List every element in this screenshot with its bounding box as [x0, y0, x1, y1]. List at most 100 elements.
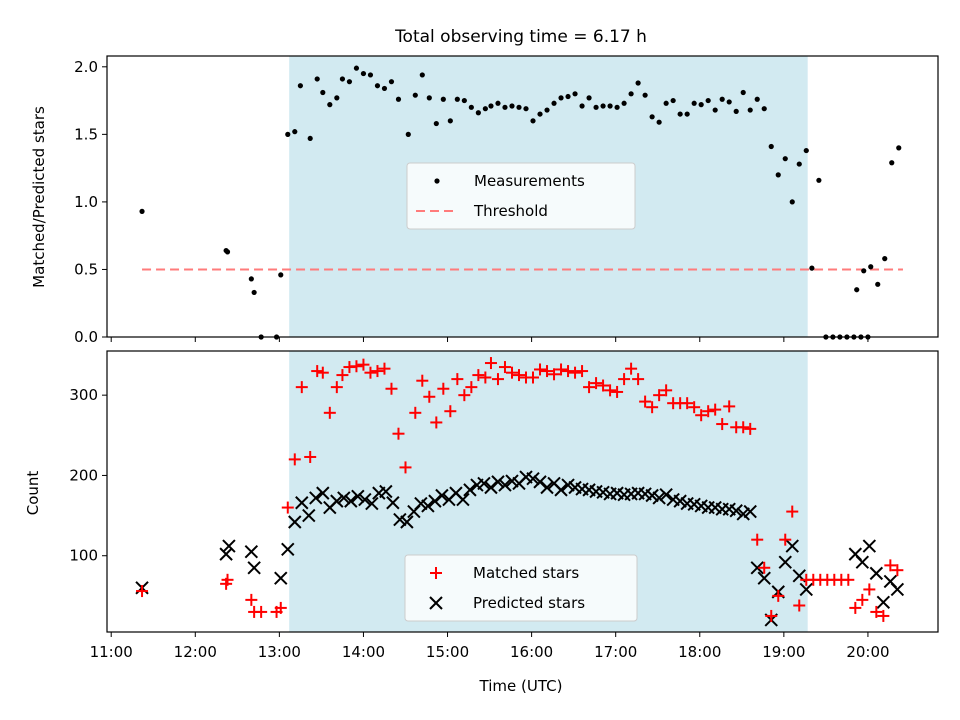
matched-star-point — [793, 599, 806, 612]
measurement-point — [614, 104, 620, 110]
measurement-point — [698, 102, 704, 108]
predicted-star-point — [247, 561, 261, 575]
predicted-star-point — [659, 488, 673, 502]
predicted-star-point — [309, 491, 323, 505]
matched-star-point — [534, 363, 547, 376]
measurement-point — [579, 103, 585, 109]
matched-star-point — [891, 564, 904, 577]
matched-star-point — [255, 605, 268, 618]
predicted-star-point — [316, 486, 330, 500]
measurement-point — [475, 110, 481, 116]
measurement-point — [307, 135, 313, 142]
measurement-point — [502, 104, 508, 110]
predicted-star-point — [222, 539, 236, 553]
measurement-point — [875, 281, 881, 287]
measurement-point — [754, 96, 760, 102]
measurement-point — [334, 95, 340, 101]
y-tick-label: 1.0 — [74, 193, 98, 211]
measurement-point — [740, 89, 746, 96]
matched-star-point — [423, 390, 436, 403]
measurement-point — [461, 97, 467, 104]
legend-matched-label: Matched stars — [473, 564, 579, 582]
predicted-star-point — [498, 478, 512, 492]
matched-star-point — [576, 365, 589, 378]
predicted-star-point — [281, 542, 295, 557]
matched-star-point — [709, 403, 722, 416]
measurement-point — [297, 83, 303, 89]
predicted-star-point — [435, 488, 449, 503]
measurement-point — [803, 147, 809, 154]
measurement-point — [607, 103, 613, 109]
measurement-point — [405, 131, 411, 137]
matched-stars-series — [136, 357, 904, 622]
measurement-point — [314, 76, 320, 82]
measurement-point — [509, 103, 515, 109]
matched-star-point — [765, 609, 778, 622]
predicted-star-point — [302, 508, 316, 523]
matched-star-point — [751, 533, 764, 546]
measurement-point — [447, 118, 453, 124]
measurement-point — [796, 161, 802, 167]
measurement-point — [320, 89, 326, 96]
matched-star-point — [849, 601, 862, 614]
matched-star-point — [716, 418, 729, 431]
predicted-star-point — [456, 492, 470, 507]
measurement-point — [433, 120, 439, 127]
matched-star-point — [842, 573, 855, 586]
predicted-star-point — [743, 504, 757, 519]
measurement-point — [388, 79, 395, 85]
matched-star-point — [702, 405, 715, 418]
measurement-point — [224, 249, 231, 255]
measurement-point — [621, 100, 627, 106]
matched-star-point — [409, 406, 422, 419]
predicted-star-point — [869, 566, 884, 581]
chart-title: Total observing time = 6.17 h — [394, 27, 647, 47]
measurement-point — [868, 264, 874, 270]
matched-star-point — [245, 593, 258, 606]
matched-star-point — [856, 593, 869, 606]
measurement-point — [628, 91, 634, 97]
predicted-star-point — [351, 489, 365, 504]
predicted-stars-series — [135, 470, 905, 627]
predicted-star-point — [330, 494, 344, 508]
matched-star-point — [385, 382, 398, 395]
predicted-star-point — [673, 494, 687, 508]
predicted-star-point — [890, 582, 905, 597]
matched-star-point — [877, 609, 890, 622]
matched-star-point — [779, 533, 792, 546]
predicted-star-point — [274, 571, 288, 585]
matched-star-point — [451, 373, 464, 386]
predicted-star-point — [365, 496, 379, 511]
measurement-point — [426, 95, 432, 101]
measurement-point — [775, 172, 781, 178]
predicted-star-point — [295, 496, 309, 510]
matched-star-point — [336, 369, 349, 382]
y-tick-label: 0.5 — [74, 260, 98, 278]
measurement-point — [278, 272, 284, 278]
y-tick-label: 0.0 — [74, 328, 98, 346]
top-panel: 0.00.51.01.52.0 Matched/Predicted stars … — [30, 55, 939, 346]
measurement-point — [656, 119, 662, 125]
measurement-point — [768, 143, 774, 150]
matched-star-point — [491, 373, 504, 386]
predicted-star-point — [244, 545, 259, 559]
predicted-star-point — [477, 476, 491, 491]
matched-star-point — [653, 389, 666, 402]
measurement-point — [482, 106, 488, 112]
matched-star-point — [772, 589, 785, 602]
measurement-point — [642, 92, 648, 98]
matched-star-point — [311, 365, 324, 378]
matched-star-point — [498, 361, 511, 374]
matched-star-point — [416, 374, 429, 387]
matched-star-point — [646, 401, 659, 414]
measurement-point — [327, 102, 333, 108]
predicted-star-point — [379, 484, 393, 499]
matched-star-point — [758, 561, 771, 574]
predicted-star-point — [729, 504, 743, 518]
top-y-axis-label: Matched/Predicted stars — [30, 106, 48, 288]
matched-star-point — [281, 501, 294, 514]
x-tick-label: 15:00 — [426, 643, 469, 661]
measurement-point — [440, 96, 446, 102]
measurement-point — [733, 108, 739, 114]
x-tick-label: 13:00 — [258, 643, 301, 661]
